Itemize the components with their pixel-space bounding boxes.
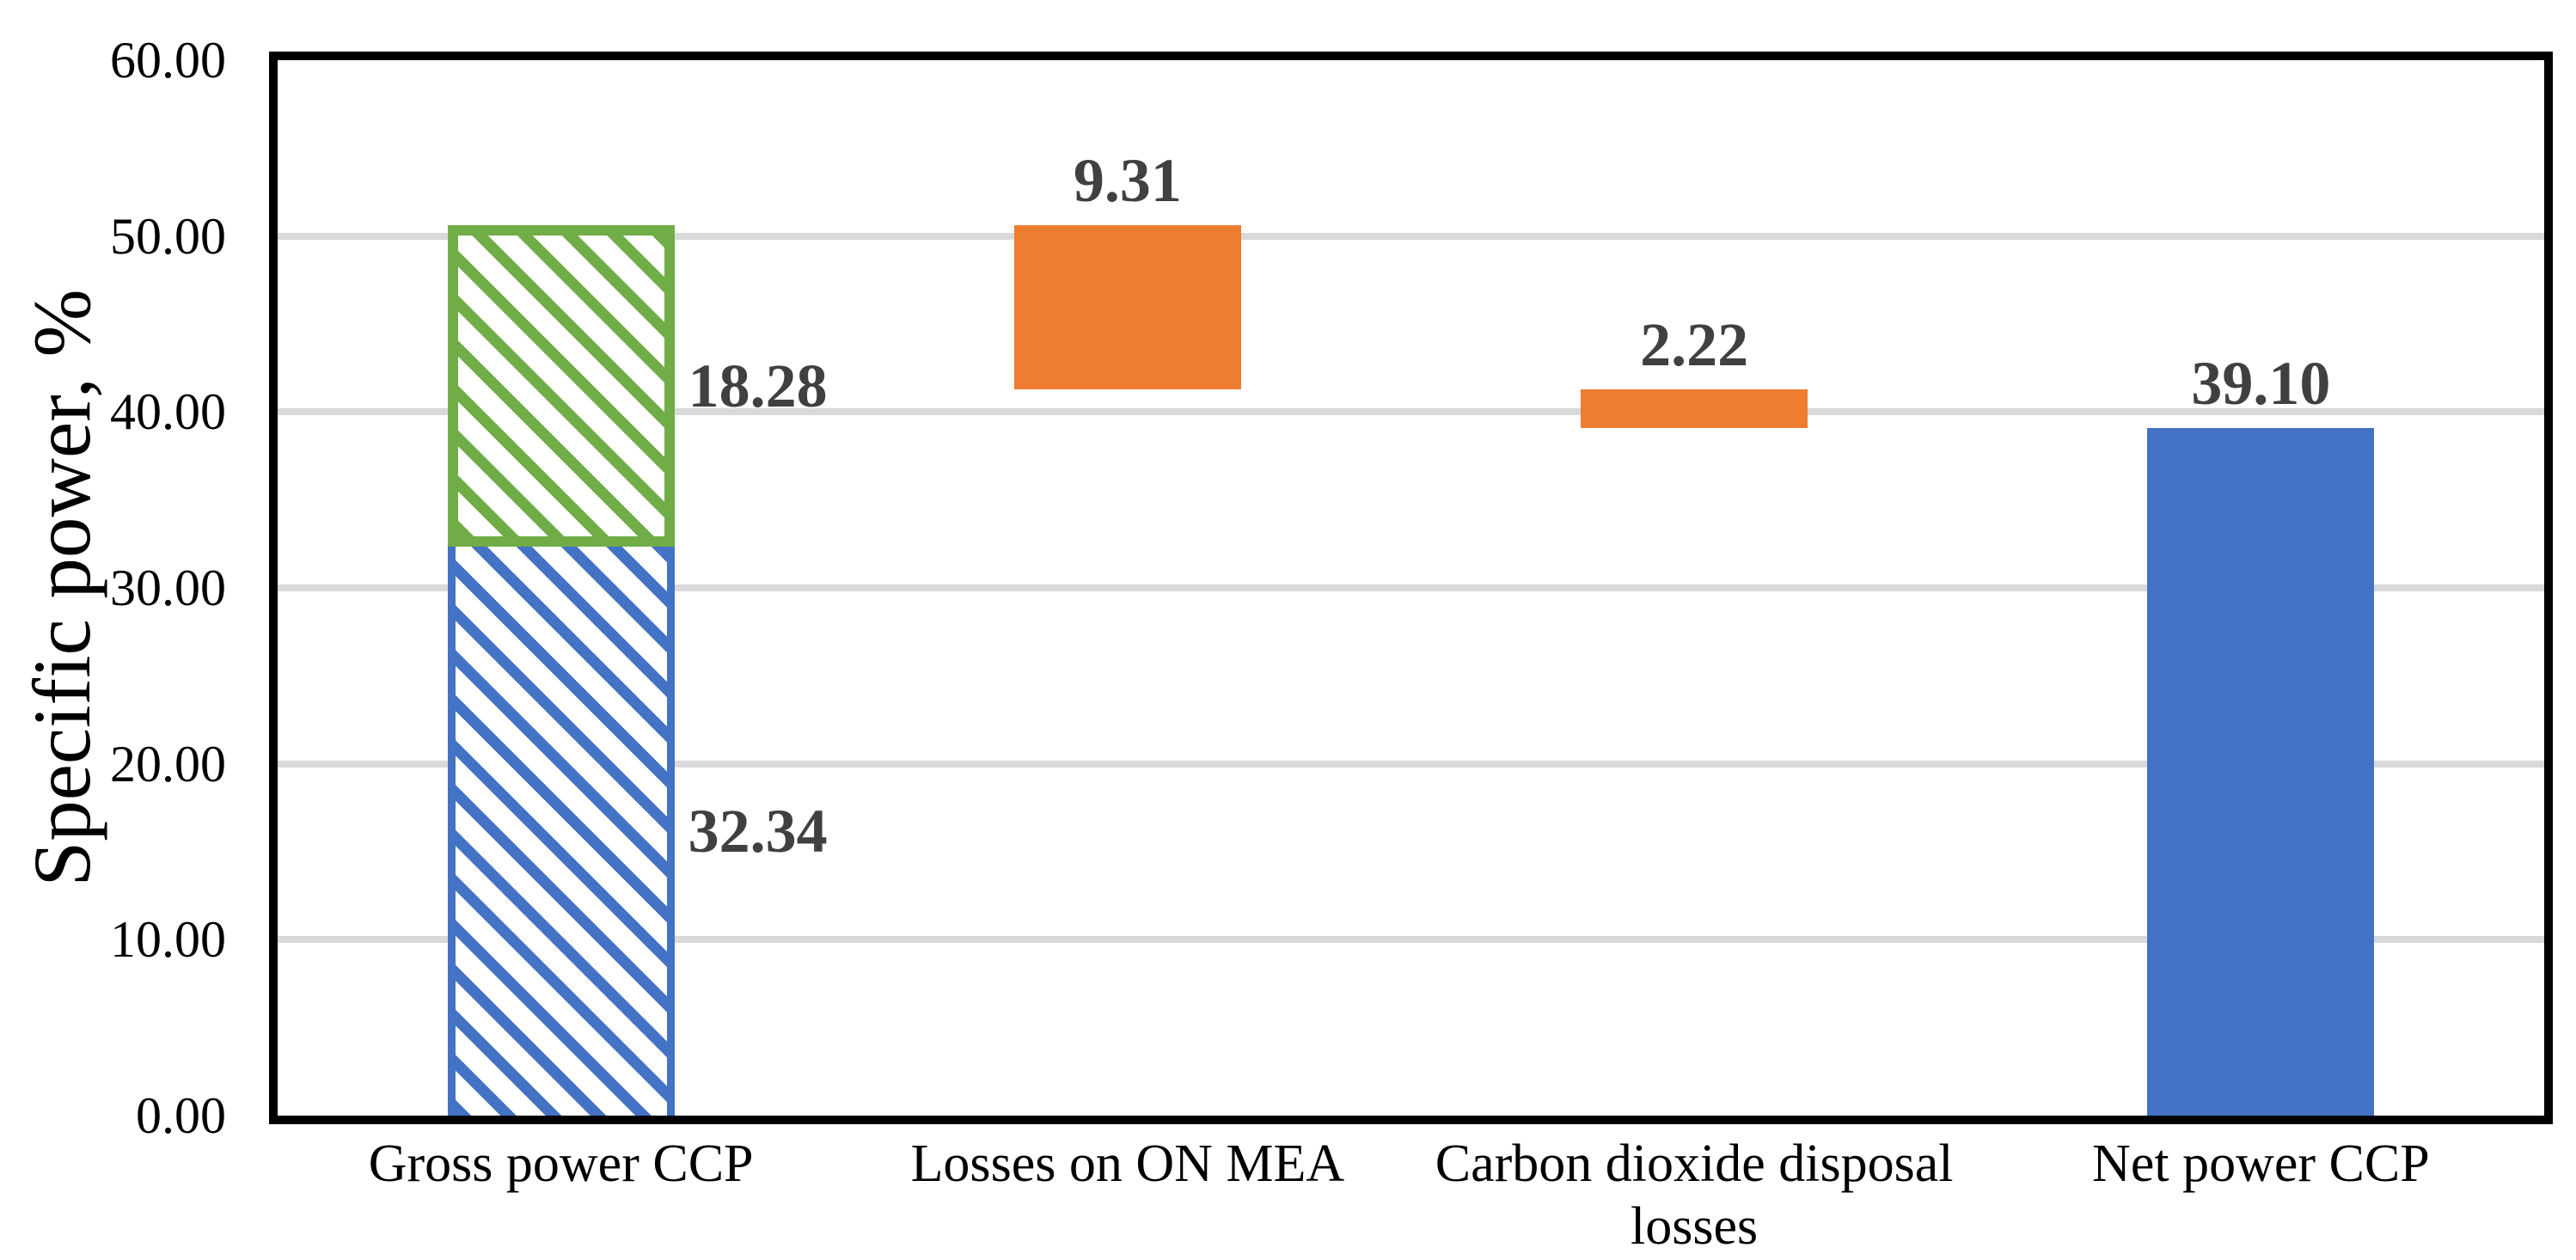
y-tick-label: 40.00: [110, 383, 226, 441]
y-tick-label: 0.00: [136, 1087, 226, 1144]
bar-segment-gross-power-ccp-1: [447, 224, 675, 547]
gridline: [278, 584, 2544, 591]
bar-segment-gross-power-ccp-0: [447, 547, 675, 1116]
bar-segment-net-power-ccp-0: [2147, 427, 2375, 1116]
y-tick-label: 20.00: [110, 735, 226, 792]
bar-value-label-gross-power-ccp-1: 18.28: [688, 352, 828, 421]
x-category-label-carbon-dioxide-disposal-losses: Carbon dioxide disposal losses: [1435, 1135, 1954, 1256]
x-category-label-gross-power-ccp: Gross power CCP: [368, 1135, 754, 1193]
y-tick-label: 60.00: [110, 32, 226, 89]
gridline: [278, 408, 2544, 416]
x-category-label-net-power-ccp: Net power CCP: [2092, 1135, 2430, 1193]
y-tick-label: 30.00: [110, 560, 226, 616]
bar-value-label-net-power-ccp-0: 39.10: [2191, 348, 2331, 418]
gridline: [278, 232, 2544, 240]
bar-value-label-carbon-dioxide-disposal-losses-0: 2.22: [1640, 309, 1749, 379]
bar-value-label-losses-on-on-mea-0: 9.31: [1073, 145, 1182, 215]
x-category-label-losses-on-on-mea: Losses on ON MEA: [910, 1135, 1345, 1193]
gridline: [278, 760, 2544, 768]
bar-segment-losses-on-on-mea-0: [1013, 224, 1241, 389]
bar-segment-carbon-dioxide-disposal-losses-0: [1581, 388, 1808, 428]
bar-value-label-gross-power-ccp-0: 32.34: [688, 797, 828, 866]
gridline: [278, 936, 2544, 944]
y-tick-label: 50.00: [110, 207, 226, 265]
y-tick-label: 10.00: [110, 911, 226, 969]
plot-area: 32.34 18.28 9.31 2.22 39.10: [269, 52, 2553, 1124]
